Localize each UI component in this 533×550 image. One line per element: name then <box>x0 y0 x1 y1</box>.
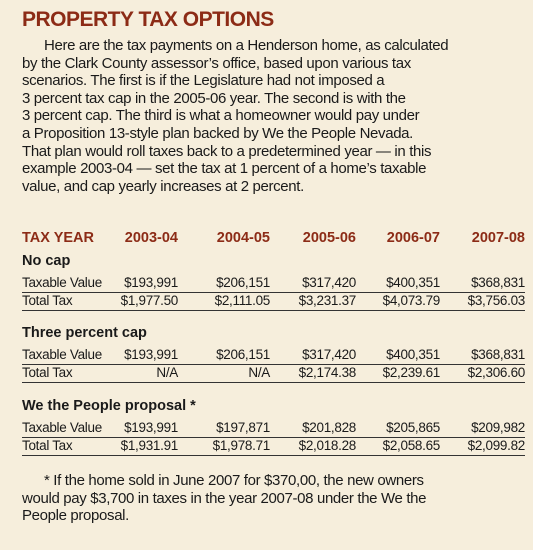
row-label: Taxable Value <box>22 420 102 435</box>
value-cell: N/A <box>156 365 178 380</box>
intro-line: That plan would roll taxes back to a pre… <box>22 142 432 160</box>
value-cell: $317,420 <box>302 275 356 290</box>
value-cell: $2,099.82 <box>467 438 526 453</box>
row-label: Total Tax <box>22 365 73 380</box>
value-cell: $206,151 <box>216 275 270 290</box>
intro-line: by the Clark County assessor’s office, b… <box>22 54 411 72</box>
row-rule <box>22 455 525 456</box>
row-rule <box>22 437 525 438</box>
value-cell: $317,420 <box>302 347 356 362</box>
intro-line: 3 percent tax cap in the 2005-06 year. T… <box>22 89 406 107</box>
header-cell: TAX YEAR <box>22 230 94 246</box>
value-cell: $368,831 <box>471 347 525 362</box>
value-cell: $193,991 <box>124 420 178 435</box>
section-title: We the People proposal * <box>22 398 196 414</box>
value-cell: $2,239.61 <box>382 365 441 380</box>
footnote-line: * If the home sold in June 2007 for $370… <box>44 472 424 489</box>
row-label: Total Tax <box>22 293 73 308</box>
row-rule <box>22 292 525 293</box>
header-cell: 2007-08 <box>471 230 525 246</box>
value-cell: $2,174.38 <box>298 365 357 380</box>
section-title: No cap <box>22 253 71 269</box>
header-cell: 2006-07 <box>386 230 440 246</box>
value-cell: $206,151 <box>216 347 270 362</box>
value-cell: $400,351 <box>386 347 440 362</box>
value-cell: $2,058.65 <box>382 438 441 453</box>
value-cell: N/A <box>248 365 270 380</box>
header-cell: 2003-04 <box>124 230 178 246</box>
row-rule <box>22 310 525 311</box>
intro-line: value, and cap yearly increases at 2 per… <box>22 177 304 195</box>
intro-line: example 2003-04 — set the tax at 1 perce… <box>22 160 427 178</box>
intro-line: 3 percent cap. The third is what a homeo… <box>22 107 420 125</box>
value-cell: $2,018.28 <box>298 438 357 453</box>
value-cell: $3,231.37 <box>298 293 357 308</box>
value-cell: $197,871 <box>216 420 270 435</box>
value-cell: $201,828 <box>302 420 356 435</box>
value-cell: $209,982 <box>471 420 525 435</box>
value-cell: $400,351 <box>386 275 440 290</box>
row-rule <box>22 364 525 365</box>
value-cell: $2,111.05 <box>214 293 271 308</box>
value-cell: $193,991 <box>124 347 178 362</box>
title: PROPERTY TAX OPTIONS <box>22 8 274 31</box>
value-cell: $368,831 <box>471 275 525 290</box>
value-cell: $1,978.71 <box>212 438 271 453</box>
value-cell: $1,931.91 <box>120 438 179 453</box>
value-cell: $3,756.03 <box>467 293 526 308</box>
value-cell: $205,865 <box>386 420 440 435</box>
intro-line: Here are the tax payments on a Henderson… <box>44 37 449 54</box>
value-cell: $2,306.60 <box>467 365 526 380</box>
header-cell: 2004-05 <box>216 230 270 246</box>
footnote-line: would pay $3,700 in taxes in the year 20… <box>22 489 427 507</box>
intro-line: scenarios. The first is if the Legislatu… <box>22 72 385 90</box>
row-rule <box>22 382 525 383</box>
row-label: Taxable Value <box>22 275 102 290</box>
row-label: Total Tax <box>22 438 73 453</box>
section-title: Three percent cap <box>22 325 147 341</box>
footnote-line: People proposal. <box>22 507 129 525</box>
row-label: Taxable Value <box>22 347 102 362</box>
value-cell: $1,977.50 <box>120 293 179 308</box>
value-cell: $193,991 <box>124 275 178 290</box>
intro-line: a Proposition 13-style plan backed by We… <box>22 125 413 142</box>
value-cell: $4,073.79 <box>382 293 441 308</box>
header-cell: 2005-06 <box>302 230 356 246</box>
